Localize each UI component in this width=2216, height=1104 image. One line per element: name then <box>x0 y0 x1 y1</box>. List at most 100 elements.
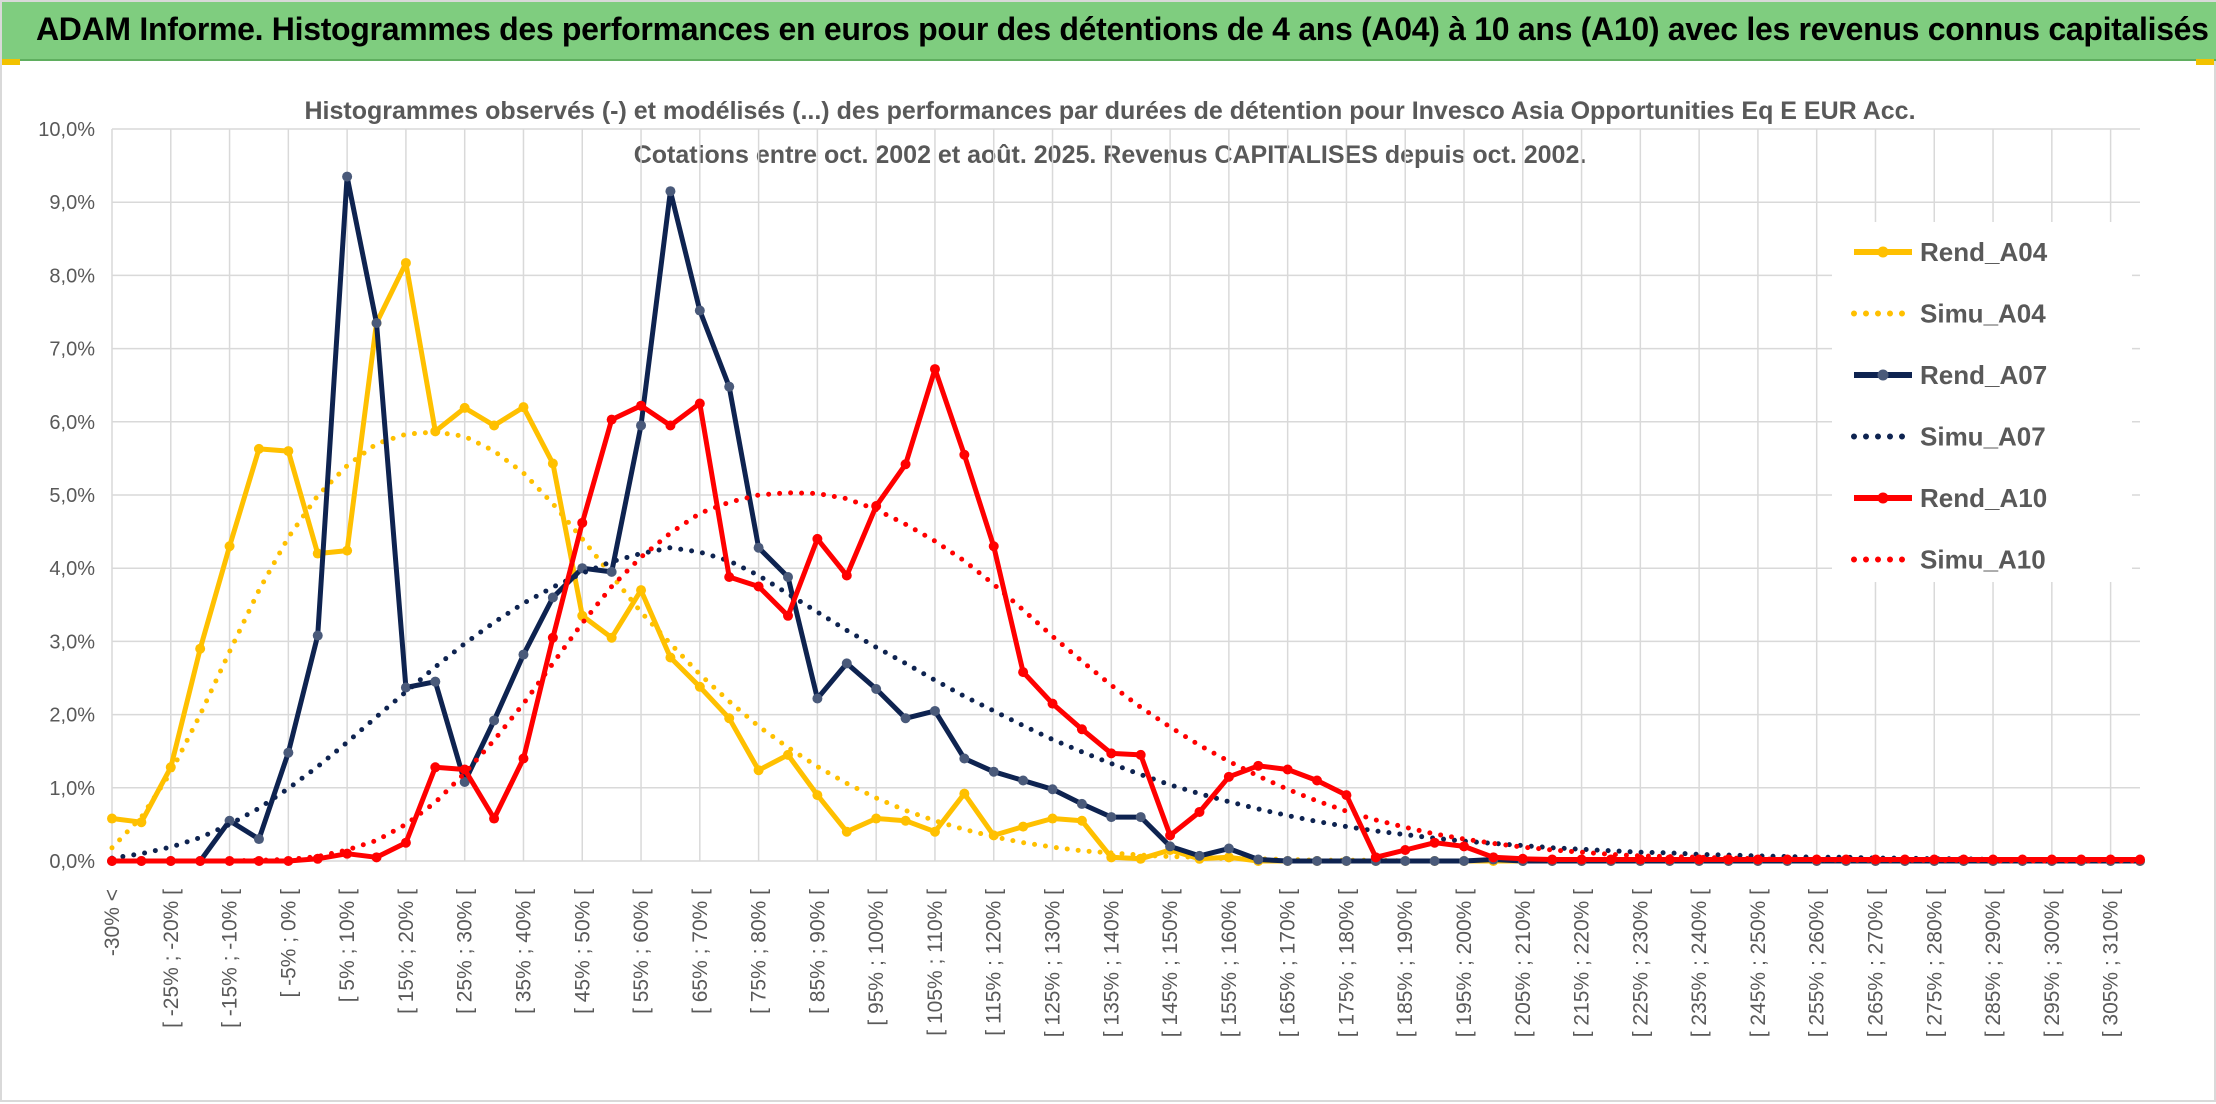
data-point-rend-a07 <box>812 693 823 704</box>
data-point-rend-a04 <box>694 681 705 692</box>
data-point-rend-a07 <box>1282 856 1293 866</box>
y-tick-label: 8,0% <box>49 265 95 287</box>
data-point-rend-a04 <box>224 541 235 552</box>
data-point-rend-a10 <box>1341 790 1352 801</box>
data-point-rend-a10 <box>2135 854 2145 865</box>
data-point-rend-a07 <box>694 305 705 316</box>
data-point-rend-a10 <box>1106 748 1117 759</box>
data-point-rend-a07 <box>430 676 441 687</box>
data-point-rend-a04 <box>1076 815 1087 826</box>
data-point-rend-a10 <box>606 414 617 425</box>
data-point-rend-a04 <box>547 458 558 469</box>
corner-accent-left <box>2 59 20 65</box>
x-tick-label: [ 105% ; 110% [ <box>924 889 947 1036</box>
data-point-rend-a07 <box>724 381 735 392</box>
data-point-rend-a10 <box>430 762 441 773</box>
data-point-rend-a04 <box>724 713 735 724</box>
x-tick-label: [ 245% ; 250% [ <box>1747 889 1770 1037</box>
data-point-rend-a04 <box>195 643 206 654</box>
legend-label-rend-a10: Rend_A10 <box>1920 483 2047 513</box>
data-point-rend-a10 <box>165 856 176 866</box>
x-tick-label: [ 195% ; 200% [ <box>1453 889 1476 1037</box>
x-tick-label: [ 75% ; 80% [ <box>748 889 771 1014</box>
y-tick-label: 9,0% <box>49 192 95 214</box>
data-point-rend-a10 <box>1517 853 1528 864</box>
data-point-rend-a04 <box>459 402 470 413</box>
data-point-rend-a10 <box>812 533 823 544</box>
data-point-rend-a07 <box>371 317 382 328</box>
data-point-rend-a10 <box>1135 749 1146 760</box>
x-tick-label: [ -25% ; -20% [ <box>160 889 183 1028</box>
gridlines <box>111 128 2140 862</box>
x-tick-label: [ 255% ; 260% [ <box>1806 889 1829 1037</box>
series-lines <box>107 171 2145 866</box>
data-point-rend-a07 <box>871 683 882 694</box>
y-tick-label: 4,0% <box>49 558 95 580</box>
data-point-rend-a10 <box>1282 764 1293 775</box>
y-tick-label: 7,0% <box>49 339 95 361</box>
x-tick-label: [ 15% ; 20% [ <box>395 889 418 1014</box>
data-point-rend-a10 <box>694 398 705 409</box>
data-point-rend-a10 <box>724 571 735 582</box>
data-point-rend-a07 <box>753 542 764 553</box>
data-point-rend-a10 <box>1429 837 1440 848</box>
x-tick-label: [ 295% ; 300% [ <box>2041 889 2064 1037</box>
data-point-rend-a07 <box>1253 854 1264 865</box>
data-point-rend-a07 <box>1400 856 1411 866</box>
legend-label-simu-a04: Simu_A04 <box>1920 299 2046 329</box>
corner-accent-right <box>2196 59 2214 65</box>
data-point-rend-a10 <box>1605 854 1616 865</box>
data-point-rend-a04 <box>929 826 940 837</box>
x-tick-label: [ -5% ; 0% [ <box>277 889 300 998</box>
x-tick-label: [ -15% ; -10% [ <box>219 889 242 1028</box>
x-tick-label: [ 185% ; 190% [ <box>1394 889 1417 1037</box>
x-tick-label: [ 35% ; 40% [ <box>512 889 535 1014</box>
data-point-rend-a07 <box>283 747 294 758</box>
x-tick-label: [ 165% ; 170% [ <box>1277 889 1300 1037</box>
data-point-rend-a10 <box>1165 830 1176 841</box>
x-tick-label: [ 155% ; 160% [ <box>1218 889 1241 1037</box>
data-point-rend-a04 <box>1106 852 1117 863</box>
data-point-rend-a10 <box>1194 806 1205 817</box>
data-point-rend-a04 <box>783 749 793 760</box>
data-point-rend-a07 <box>1106 812 1117 823</box>
x-tick-label: [ 145% ; 150% [ <box>1159 889 1182 1037</box>
x-axis-ticks: -30% < [ -25% ; -20% [[ -15% ; -10% [[ -5… <box>101 889 2123 1037</box>
data-point-rend-a07 <box>783 571 793 582</box>
series-line-simu-a10 <box>109 490 2143 864</box>
data-point-rend-a07 <box>1429 856 1440 866</box>
data-point-rend-a04 <box>812 790 823 801</box>
data-point-rend-a07 <box>459 776 470 787</box>
chart-title: Histogrammes observés (-) et modélisés (… <box>304 97 1915 125</box>
data-point-rend-a04 <box>400 257 411 268</box>
data-point-rend-a10 <box>871 500 882 511</box>
data-point-rend-a10 <box>900 459 911 470</box>
data-point-rend-a07 <box>1135 812 1146 823</box>
x-tick-label: [ 115% ; 120% [ <box>983 889 1006 1036</box>
data-point-rend-a07 <box>1459 856 1469 866</box>
data-point-rend-a04 <box>253 443 264 454</box>
report-banner: ADAM Informe. Histogrammes des performan… <box>2 2 2216 61</box>
data-point-rend-a07 <box>636 420 647 431</box>
x-tick-label: [ 265% ; 270% [ <box>1864 889 1887 1037</box>
x-tick-label: [ 95% ; 100% [ <box>865 889 888 1026</box>
data-point-rend-a07 <box>253 834 264 845</box>
data-point-rend-a10 <box>636 400 647 411</box>
data-point-rend-a10 <box>783 610 793 621</box>
data-point-rend-a07 <box>929 705 940 716</box>
x-tick-label: [ 225% ; 230% [ <box>1629 889 1652 1037</box>
data-point-rend-a10 <box>1400 845 1411 856</box>
x-tick-label: [ 215% ; 220% [ <box>1571 889 1594 1037</box>
data-point-rend-a04 <box>841 826 852 837</box>
legend-label-simu-a07: Simu_A07 <box>1920 422 2046 452</box>
data-point-rend-a10 <box>489 813 500 824</box>
legend-marker-rend-a04 <box>1877 246 1889 258</box>
data-point-rend-a07 <box>342 171 353 182</box>
data-point-rend-a04 <box>1047 813 1058 824</box>
legend-marker-rend-a07 <box>1877 369 1889 381</box>
y-tick-label: 0,0% <box>49 851 95 873</box>
data-point-rend-a10 <box>1459 841 1469 852</box>
y-tick-label: 10,0% <box>38 119 95 141</box>
